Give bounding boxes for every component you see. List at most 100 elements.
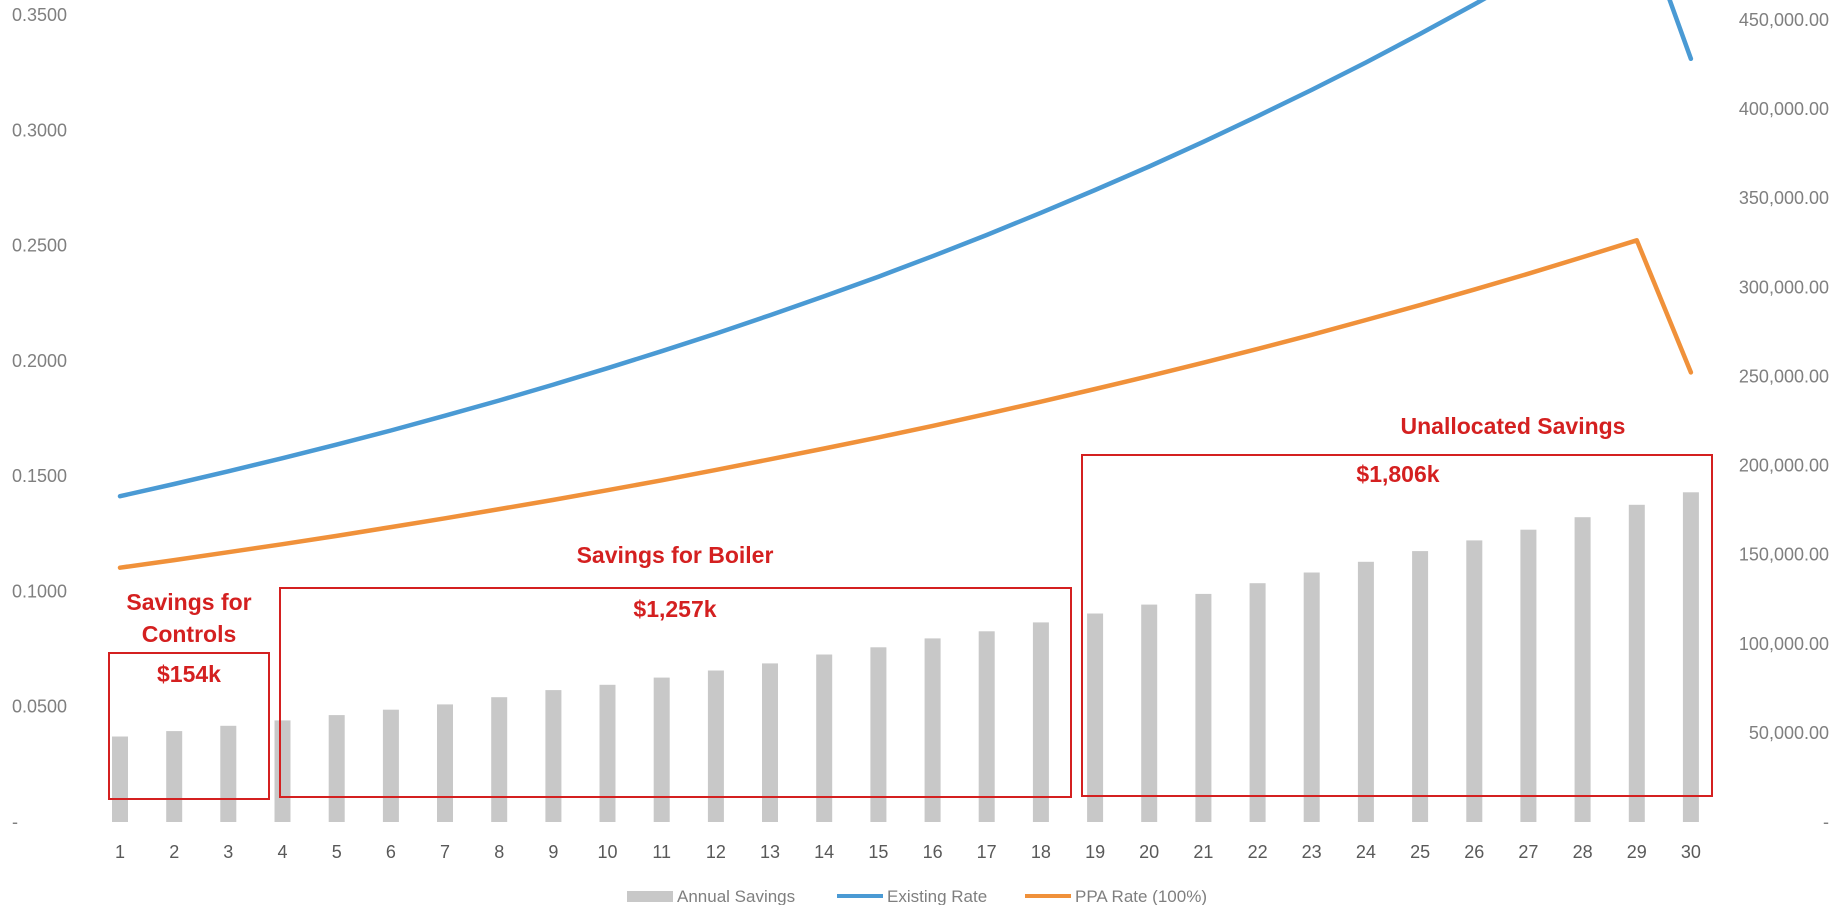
line-ppa-rate-100 xyxy=(117,238,1694,570)
right-tick-label: 100,000.00 xyxy=(1739,634,1829,654)
annotation-box-boiler xyxy=(279,587,1072,798)
bar-annual-savings-8 xyxy=(491,697,508,822)
legend-label-existing-rate: Existing Rate xyxy=(887,887,987,905)
annotation-boxes: Savings for Controls $154k Savings for Boil… xyxy=(108,413,1713,800)
x-tick-label: 25 xyxy=(1410,842,1430,862)
x-axis: 1 2 3 4 5 6 7 8 9 10 11 12 13 14 15 16 17 18 19 20 21 22 23 24 2… xyxy=(115,842,1701,862)
x-tick-label: 22 xyxy=(1248,842,1268,862)
x-tick-label: 26 xyxy=(1464,842,1484,862)
x-tick-label: 8 xyxy=(494,842,504,862)
x-tick-label: 11 xyxy=(652,842,671,862)
annotation-amount-unallocated: $1,806k xyxy=(1356,461,1439,487)
annotation-title-controls: Controls xyxy=(142,621,237,647)
bar-annual-savings-28 xyxy=(1574,517,1591,822)
annotation-title-controls: Savings for xyxy=(126,589,251,615)
right-tick-label: 50,000.00 xyxy=(1749,723,1829,743)
bar-annual-savings-9 xyxy=(545,690,562,822)
bar-annual-savings-30 xyxy=(1682,492,1699,822)
bar-annual-savings-10 xyxy=(599,684,616,822)
bar-annual-savings-13 xyxy=(762,663,778,822)
annotation-title-boiler: Savings for Boiler xyxy=(577,542,774,568)
x-tick-label: 5 xyxy=(332,842,342,862)
bar-annual-savings-19 xyxy=(1087,613,1104,822)
x-tick-label: 29 xyxy=(1627,842,1647,862)
annotation-title-unallocated: Unallocated Savings xyxy=(1401,413,1626,439)
bar-annual-savings-11 xyxy=(653,677,670,822)
bar-annual-savings-4 xyxy=(274,720,291,822)
x-tick-label: 13 xyxy=(760,842,780,862)
annotation-amount-controls: $154k xyxy=(157,661,221,687)
right-tick-label: 350,000.00 xyxy=(1739,188,1829,208)
bar-annual-savings-20 xyxy=(1141,604,1158,822)
right-tick-label: 400,000.00 xyxy=(1739,99,1829,119)
x-tick-label: 20 xyxy=(1139,842,1159,862)
annotation-box-controls xyxy=(108,652,270,800)
right-tick-label: - xyxy=(1823,812,1829,832)
left-tick-label: - xyxy=(12,812,18,832)
bar-annual-savings-25 xyxy=(1412,551,1429,822)
x-tick-label: 17 xyxy=(977,842,997,862)
bar-annual-savings-27 xyxy=(1520,529,1537,822)
bar-annual-savings-21 xyxy=(1195,593,1212,822)
right-axis: - 50,000.00 100,000.00 150,000.00 200,000.00… xyxy=(1739,10,1829,832)
x-tick-label: 24 xyxy=(1356,842,1376,862)
bar-annual-savings-22 xyxy=(1249,583,1266,822)
bar-annual-savings-18 xyxy=(1032,622,1049,822)
x-tick-label: 2 xyxy=(169,842,179,862)
bar-annual-savings-26 xyxy=(1466,540,1483,822)
left-tick-label: 0.0500 xyxy=(12,697,67,717)
x-tick-label: 18 xyxy=(1031,842,1051,862)
legend-label-ppa-rate-100: PPA Rate (100%) xyxy=(1075,887,1207,905)
left-tick-label: 0.1000 xyxy=(12,581,67,601)
right-tick-label: 300,000.00 xyxy=(1739,277,1829,297)
x-tick-label: 19 xyxy=(1085,842,1105,862)
line-existing-rate xyxy=(117,0,1694,499)
left-tick-label: 0.3500 xyxy=(12,5,67,25)
legend: Annual Savings Existing Rate PPA Rate (100… xyxy=(627,887,1207,905)
bar-annual-savings-2 xyxy=(166,731,183,822)
left-tick-label: 0.1500 xyxy=(12,466,67,486)
left-tick-label: 0.2500 xyxy=(12,236,67,256)
x-tick-label: 7 xyxy=(440,842,450,862)
x-tick-label: 1 xyxy=(115,842,125,862)
x-tick-label: 10 xyxy=(597,842,617,862)
x-tick-label: 9 xyxy=(548,842,558,862)
x-tick-label: 15 xyxy=(868,842,888,862)
x-tick-label: 30 xyxy=(1681,842,1701,862)
right-tick-label: 450,000.00 xyxy=(1739,10,1829,30)
bars-layer xyxy=(112,492,1699,822)
bar-annual-savings-14 xyxy=(816,654,833,822)
bar-annual-savings-24 xyxy=(1357,561,1374,822)
bar-annual-savings-3 xyxy=(220,725,237,822)
x-tick-label: 12 xyxy=(706,842,726,862)
x-tick-label: 21 xyxy=(1193,842,1213,862)
right-tick-label: 200,000.00 xyxy=(1739,456,1829,476)
x-tick-label: 16 xyxy=(923,842,943,862)
x-tick-label: 27 xyxy=(1518,842,1538,862)
x-tick-label: 6 xyxy=(386,842,396,862)
left-axis: - 0.0500 0.1000 0.1500 0.2000 0.2500 0.3000 0.3… xyxy=(12,5,67,832)
x-tick-label: 3 xyxy=(223,842,233,862)
bar-annual-savings-1 xyxy=(112,736,128,822)
left-tick-label: 0.3000 xyxy=(12,120,67,140)
bar-annual-savings-17 xyxy=(978,631,995,822)
bar-annual-savings-12 xyxy=(707,670,724,822)
x-tick-label: 23 xyxy=(1302,842,1322,862)
annotation-box-unallocated xyxy=(1081,454,1713,797)
bar-annual-savings-7 xyxy=(437,704,453,822)
bar-annual-savings-15 xyxy=(870,647,887,822)
right-tick-label: 250,000.00 xyxy=(1739,366,1829,386)
bar-annual-savings-6 xyxy=(382,709,399,822)
x-tick-label: 28 xyxy=(1573,842,1593,862)
bar-annual-savings-16 xyxy=(924,638,941,822)
right-tick-label: 150,000.00 xyxy=(1739,545,1829,565)
legend-label-annual-savings: Annual Savings xyxy=(677,887,795,905)
bar-annual-savings-23 xyxy=(1303,572,1320,822)
x-tick-label: 4 xyxy=(277,842,287,862)
legend-swatch-annual-savings xyxy=(627,891,673,902)
left-tick-label: 0.2000 xyxy=(12,351,67,371)
annotation-amount-boiler: $1,257k xyxy=(633,596,716,622)
x-tick-label: 14 xyxy=(814,842,834,862)
bar-annual-savings-29 xyxy=(1628,504,1645,822)
